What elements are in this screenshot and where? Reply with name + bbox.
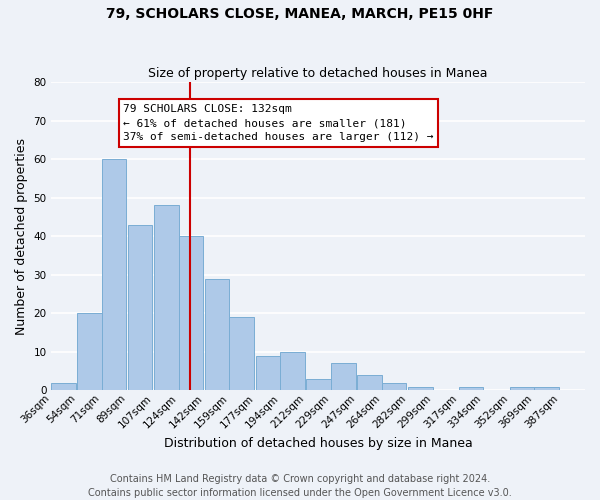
Bar bbox=[459, 386, 484, 390]
Bar bbox=[154, 206, 179, 390]
Bar bbox=[357, 375, 382, 390]
Bar bbox=[307, 379, 331, 390]
Bar bbox=[280, 352, 305, 391]
Text: 79 SCHOLARS CLOSE: 132sqm
← 61% of detached houses are smaller (181)
37% of semi: 79 SCHOLARS CLOSE: 132sqm ← 61% of detac… bbox=[123, 104, 433, 142]
Bar bbox=[51, 382, 76, 390]
X-axis label: Distribution of detached houses by size in Manea: Distribution of detached houses by size … bbox=[164, 437, 472, 450]
Bar bbox=[101, 159, 127, 390]
Bar bbox=[331, 364, 356, 390]
Text: 79, SCHOLARS CLOSE, MANEA, MARCH, PE15 0HF: 79, SCHOLARS CLOSE, MANEA, MARCH, PE15 0… bbox=[106, 8, 494, 22]
Bar bbox=[77, 314, 101, 390]
Y-axis label: Number of detached properties: Number of detached properties bbox=[15, 138, 28, 334]
Title: Size of property relative to detached houses in Manea: Size of property relative to detached ho… bbox=[148, 66, 488, 80]
Bar bbox=[179, 236, 203, 390]
Bar bbox=[509, 386, 534, 390]
Bar bbox=[382, 382, 406, 390]
Bar bbox=[534, 386, 559, 390]
Bar bbox=[229, 317, 254, 390]
Text: Contains HM Land Registry data © Crown copyright and database right 2024.
Contai: Contains HM Land Registry data © Crown c… bbox=[88, 474, 512, 498]
Bar bbox=[408, 386, 433, 390]
Bar bbox=[128, 224, 152, 390]
Bar bbox=[205, 278, 229, 390]
Bar bbox=[256, 356, 280, 390]
